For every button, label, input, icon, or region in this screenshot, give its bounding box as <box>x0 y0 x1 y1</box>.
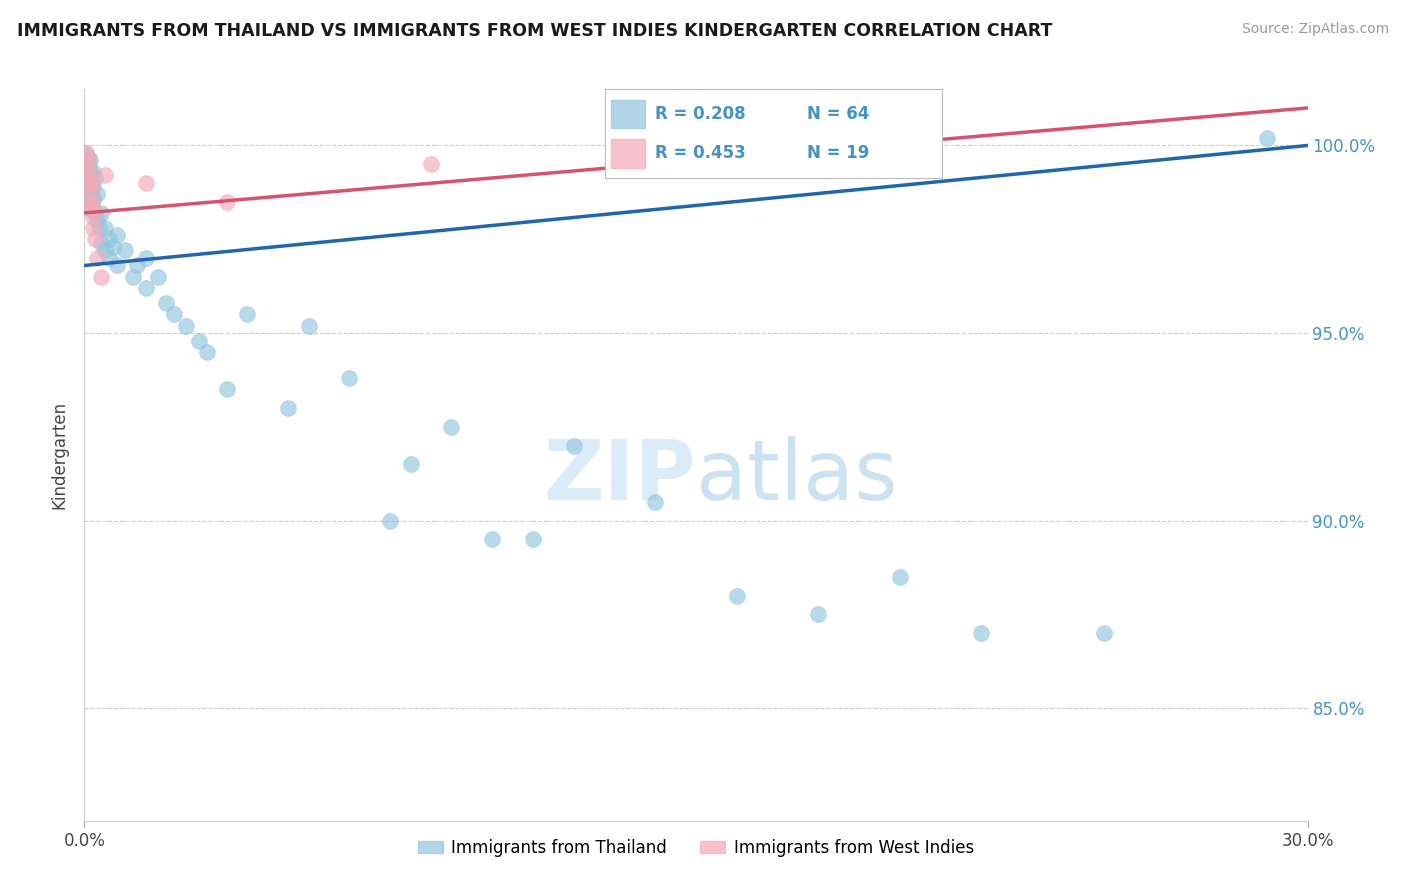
Point <box>725 589 748 603</box>
Point <box>79 202 101 217</box>
Point <box>75 145 97 160</box>
Point <box>77 194 100 209</box>
Point <box>75 169 97 183</box>
Point <box>77 161 100 175</box>
Point <box>80 176 103 190</box>
Point <box>174 318 197 333</box>
Point <box>187 334 209 348</box>
Point <box>1092 626 1115 640</box>
Text: R = 0.453: R = 0.453 <box>655 145 747 162</box>
Point <box>82 179 104 194</box>
Point <box>83 172 105 186</box>
Point <box>1256 131 1278 145</box>
Point <box>90 269 112 284</box>
Text: IMMIGRANTS FROM THAILAND VS IMMIGRANTS FROM WEST INDIES KINDERGARTEN CORRELATION: IMMIGRANTS FROM THAILAND VS IMMIGRANTS F… <box>17 22 1052 40</box>
Point <box>75 161 97 175</box>
Point <box>87 221 110 235</box>
Text: N = 19: N = 19 <box>807 145 869 162</box>
Bar <box>612 139 645 168</box>
Point <box>122 269 145 284</box>
Point <box>146 269 169 284</box>
Point <box>135 176 157 190</box>
Point <box>277 401 299 415</box>
Point <box>101 240 124 254</box>
Point <box>83 232 105 246</box>
Point <box>75 145 97 160</box>
Point <box>399 458 422 472</box>
Point <box>93 244 115 258</box>
Point <box>90 206 112 220</box>
Point <box>644 495 666 509</box>
Point <box>236 307 259 321</box>
Point <box>77 184 100 198</box>
Point <box>80 194 103 209</box>
Point <box>155 296 177 310</box>
Point <box>970 626 993 640</box>
Point <box>807 607 830 622</box>
Text: ZIP: ZIP <box>544 436 696 517</box>
Point <box>562 438 585 452</box>
Point <box>114 244 136 258</box>
Point <box>77 169 100 183</box>
Text: atlas: atlas <box>696 436 897 517</box>
Point <box>339 371 361 385</box>
Point <box>77 161 100 175</box>
Point <box>97 232 120 246</box>
Point <box>82 221 104 235</box>
Point <box>93 169 115 183</box>
Point <box>79 169 101 183</box>
Point <box>86 251 108 265</box>
Point <box>76 157 98 171</box>
Point <box>82 210 104 224</box>
Text: Source: ZipAtlas.com: Source: ZipAtlas.com <box>1241 22 1389 37</box>
Point <box>522 533 544 547</box>
Point <box>77 150 100 164</box>
Point <box>82 165 104 179</box>
Point <box>298 318 321 333</box>
Bar <box>612 100 645 128</box>
Point <box>75 176 97 190</box>
Point <box>97 251 120 265</box>
Point <box>440 419 463 434</box>
Point <box>217 194 239 209</box>
Point <box>79 153 101 168</box>
Point <box>135 251 157 265</box>
Point <box>380 514 402 528</box>
Point <box>79 184 101 198</box>
Legend: Immigrants from Thailand, Immigrants from West Indies: Immigrants from Thailand, Immigrants fro… <box>412 832 980 863</box>
Point <box>481 533 503 547</box>
Point <box>79 198 101 212</box>
Point <box>80 194 103 209</box>
Point <box>83 206 105 220</box>
Point <box>80 176 103 190</box>
Text: N = 64: N = 64 <box>807 105 869 123</box>
Point <box>76 165 98 179</box>
Point <box>105 228 128 243</box>
Point <box>93 221 115 235</box>
Point <box>163 307 186 321</box>
Point <box>889 570 911 584</box>
Point <box>135 281 157 295</box>
Point <box>82 202 104 217</box>
Point <box>82 191 104 205</box>
Point <box>127 259 149 273</box>
Point <box>77 176 100 190</box>
Point <box>86 213 108 227</box>
Point <box>76 153 98 168</box>
Point <box>420 157 443 171</box>
Point <box>105 259 128 273</box>
Text: R = 0.208: R = 0.208 <box>655 105 745 123</box>
Point <box>86 187 108 202</box>
Point <box>79 184 101 198</box>
Y-axis label: Kindergarten: Kindergarten <box>51 401 69 509</box>
Point <box>77 172 100 186</box>
Point <box>90 235 112 250</box>
Point <box>195 344 218 359</box>
Point <box>217 382 239 396</box>
Point <box>75 153 97 168</box>
